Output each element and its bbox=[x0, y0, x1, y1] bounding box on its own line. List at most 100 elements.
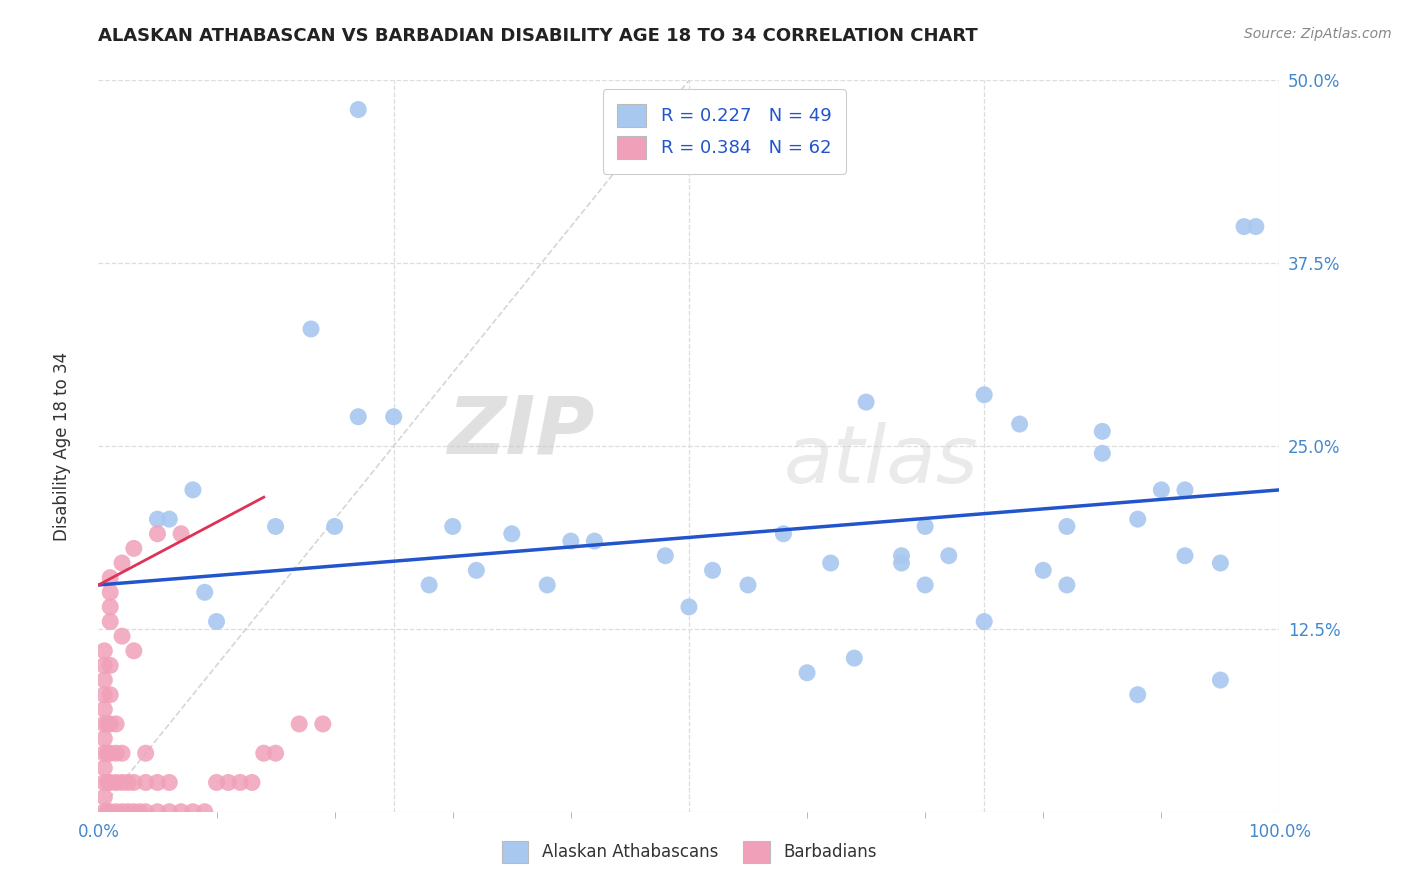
Point bbox=[93, 790, 115, 805]
Point bbox=[97, 775, 120, 789]
Point bbox=[135, 775, 157, 789]
Point bbox=[890, 549, 912, 563]
Point bbox=[1126, 512, 1149, 526]
Point bbox=[181, 805, 204, 819]
Point bbox=[1056, 519, 1078, 533]
Point bbox=[93, 673, 115, 687]
Point bbox=[93, 731, 115, 746]
Point bbox=[441, 519, 464, 533]
Point bbox=[93, 644, 115, 658]
Point bbox=[973, 615, 995, 629]
Point bbox=[264, 746, 287, 760]
Point bbox=[98, 571, 121, 585]
Point bbox=[1209, 556, 1232, 570]
Point bbox=[914, 519, 936, 533]
Point bbox=[323, 519, 346, 533]
Point bbox=[181, 483, 204, 497]
Point bbox=[1091, 425, 1114, 439]
Point bbox=[1174, 549, 1197, 563]
Point bbox=[98, 615, 121, 629]
Point bbox=[97, 805, 120, 819]
Point bbox=[678, 599, 700, 614]
Point bbox=[111, 629, 134, 643]
Point bbox=[146, 775, 169, 789]
Point bbox=[418, 578, 440, 592]
Point bbox=[122, 775, 145, 789]
Point bbox=[229, 775, 252, 789]
Point bbox=[111, 556, 134, 570]
Point bbox=[93, 775, 115, 789]
Point bbox=[157, 512, 180, 526]
Point bbox=[973, 388, 995, 402]
Point bbox=[146, 805, 169, 819]
Point bbox=[205, 615, 228, 629]
Point bbox=[1056, 578, 1078, 592]
Point bbox=[105, 775, 128, 789]
Point bbox=[117, 775, 139, 789]
Legend: Alaskan Athabascans, Barbadians: Alaskan Athabascans, Barbadians bbox=[495, 835, 883, 869]
Point bbox=[253, 746, 276, 760]
Point bbox=[93, 746, 115, 760]
Point bbox=[98, 746, 121, 760]
Point bbox=[98, 775, 121, 789]
Point bbox=[98, 599, 121, 614]
Point bbox=[312, 717, 335, 731]
Point bbox=[105, 746, 128, 760]
Point bbox=[135, 746, 157, 760]
Point bbox=[382, 409, 405, 424]
Point bbox=[128, 805, 150, 819]
Point bbox=[890, 556, 912, 570]
Point bbox=[465, 563, 488, 577]
Point bbox=[240, 775, 263, 789]
Point bbox=[217, 775, 239, 789]
Point bbox=[194, 805, 217, 819]
Point bbox=[1233, 219, 1256, 234]
Point bbox=[98, 658, 121, 673]
Point bbox=[157, 805, 180, 819]
Point bbox=[796, 665, 818, 680]
Point bbox=[93, 688, 115, 702]
Point bbox=[98, 805, 121, 819]
Point bbox=[135, 805, 157, 819]
Point bbox=[1032, 563, 1054, 577]
Point bbox=[117, 805, 139, 819]
Point bbox=[98, 717, 121, 731]
Point bbox=[93, 702, 115, 716]
Point bbox=[93, 761, 115, 775]
Point bbox=[938, 549, 960, 563]
Point bbox=[146, 526, 169, 541]
Point bbox=[347, 103, 370, 117]
Point bbox=[772, 526, 794, 541]
Point bbox=[170, 805, 193, 819]
Point bbox=[97, 717, 120, 731]
Point bbox=[122, 805, 145, 819]
Point bbox=[855, 395, 877, 409]
Point bbox=[264, 519, 287, 533]
Text: ZIP: ZIP bbox=[447, 392, 595, 470]
Point bbox=[1209, 673, 1232, 687]
Point bbox=[93, 717, 115, 731]
Text: atlas: atlas bbox=[783, 422, 979, 500]
Point bbox=[98, 585, 121, 599]
Point bbox=[205, 775, 228, 789]
Point bbox=[737, 578, 759, 592]
Point bbox=[122, 541, 145, 556]
Point bbox=[146, 512, 169, 526]
Point bbox=[157, 775, 180, 789]
Point bbox=[93, 805, 115, 819]
Point bbox=[1150, 483, 1173, 497]
Point bbox=[288, 717, 311, 731]
Point bbox=[1126, 688, 1149, 702]
Point bbox=[299, 322, 322, 336]
Point bbox=[702, 563, 724, 577]
Point bbox=[536, 578, 558, 592]
Point bbox=[93, 658, 115, 673]
Point bbox=[1174, 483, 1197, 497]
Point bbox=[914, 578, 936, 592]
Point bbox=[105, 717, 128, 731]
Point bbox=[501, 526, 523, 541]
Point bbox=[583, 534, 606, 549]
Point bbox=[654, 549, 676, 563]
Point bbox=[105, 805, 128, 819]
Point bbox=[170, 526, 193, 541]
